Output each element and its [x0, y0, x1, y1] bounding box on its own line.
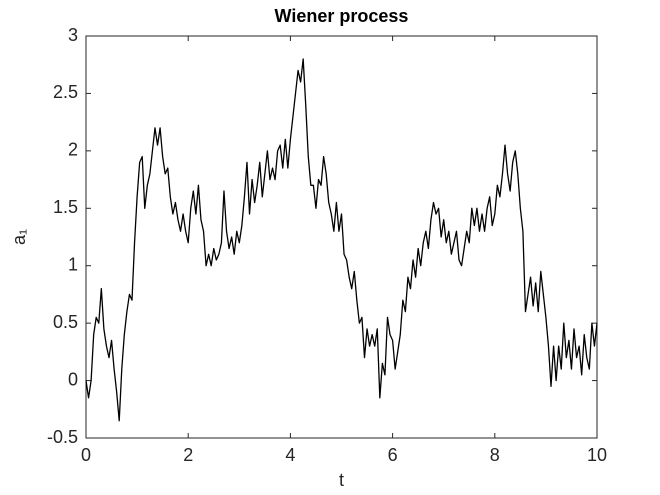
x-tick-label: 8	[490, 445, 500, 465]
x-tick-label: 0	[81, 445, 91, 465]
y-tick-label: -0.5	[47, 427, 78, 447]
y-tick-label: 0	[68, 369, 78, 389]
axes-box	[85, 35, 598, 439]
x-tick-label: 10	[587, 445, 607, 465]
y-tick-label: 1.5	[53, 197, 78, 217]
y-tick-label: 2.5	[53, 82, 78, 102]
chart-title: Wiener process	[275, 6, 409, 26]
x-axis-label: t	[339, 470, 344, 490]
y-axis-label: a₁	[9, 229, 29, 245]
y-tick-label: 3	[68, 25, 78, 45]
x-tick-label: 4	[285, 445, 295, 465]
data-line	[85, 58, 598, 422]
y-tick-label: 1	[68, 254, 78, 274]
x-tick-label: 2	[183, 445, 193, 465]
y-tick-label: 0.5	[53, 312, 78, 332]
y-tick-label: 2	[68, 140, 78, 160]
x-tick-label: 6	[388, 445, 398, 465]
